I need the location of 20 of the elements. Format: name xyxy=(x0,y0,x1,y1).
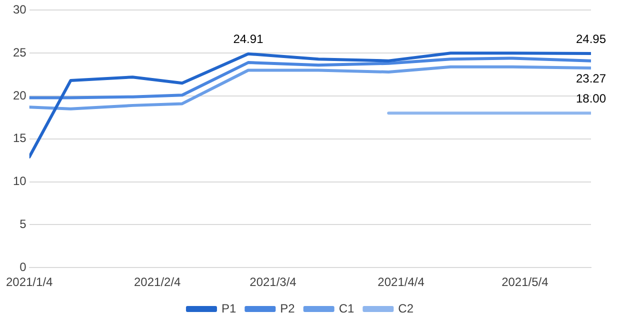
data-label: 24.91 xyxy=(233,32,264,46)
x-tick-label: 2021/5/4 xyxy=(502,275,549,290)
x-tick-label: 2021/2/4 xyxy=(134,275,182,290)
y-tick-label: 5 xyxy=(20,217,27,232)
y-tick-label: 0 xyxy=(20,260,27,274)
legend-label: C1 xyxy=(338,301,355,316)
y-tick-label: 25 xyxy=(12,45,27,60)
y-tick-label: 10 xyxy=(12,174,27,188)
legend-label: P2 xyxy=(280,301,296,316)
data-label: 18.00 xyxy=(576,91,606,106)
y-tick-label: 30 xyxy=(12,2,27,17)
legend-label: P1 xyxy=(221,301,236,316)
y-tick-label: 20 xyxy=(12,88,27,102)
data-label: 23.27 xyxy=(576,71,606,86)
data-label: 24.95 xyxy=(576,32,606,46)
y-tick-label: 15 xyxy=(12,131,27,146)
legend-label: C2 xyxy=(398,301,414,316)
x-tick-label: 2021/4/4 xyxy=(378,275,425,290)
x-tick-label: 2021/3/4 xyxy=(250,275,297,290)
x-tick-label: 2021/1/4 xyxy=(6,275,54,290)
